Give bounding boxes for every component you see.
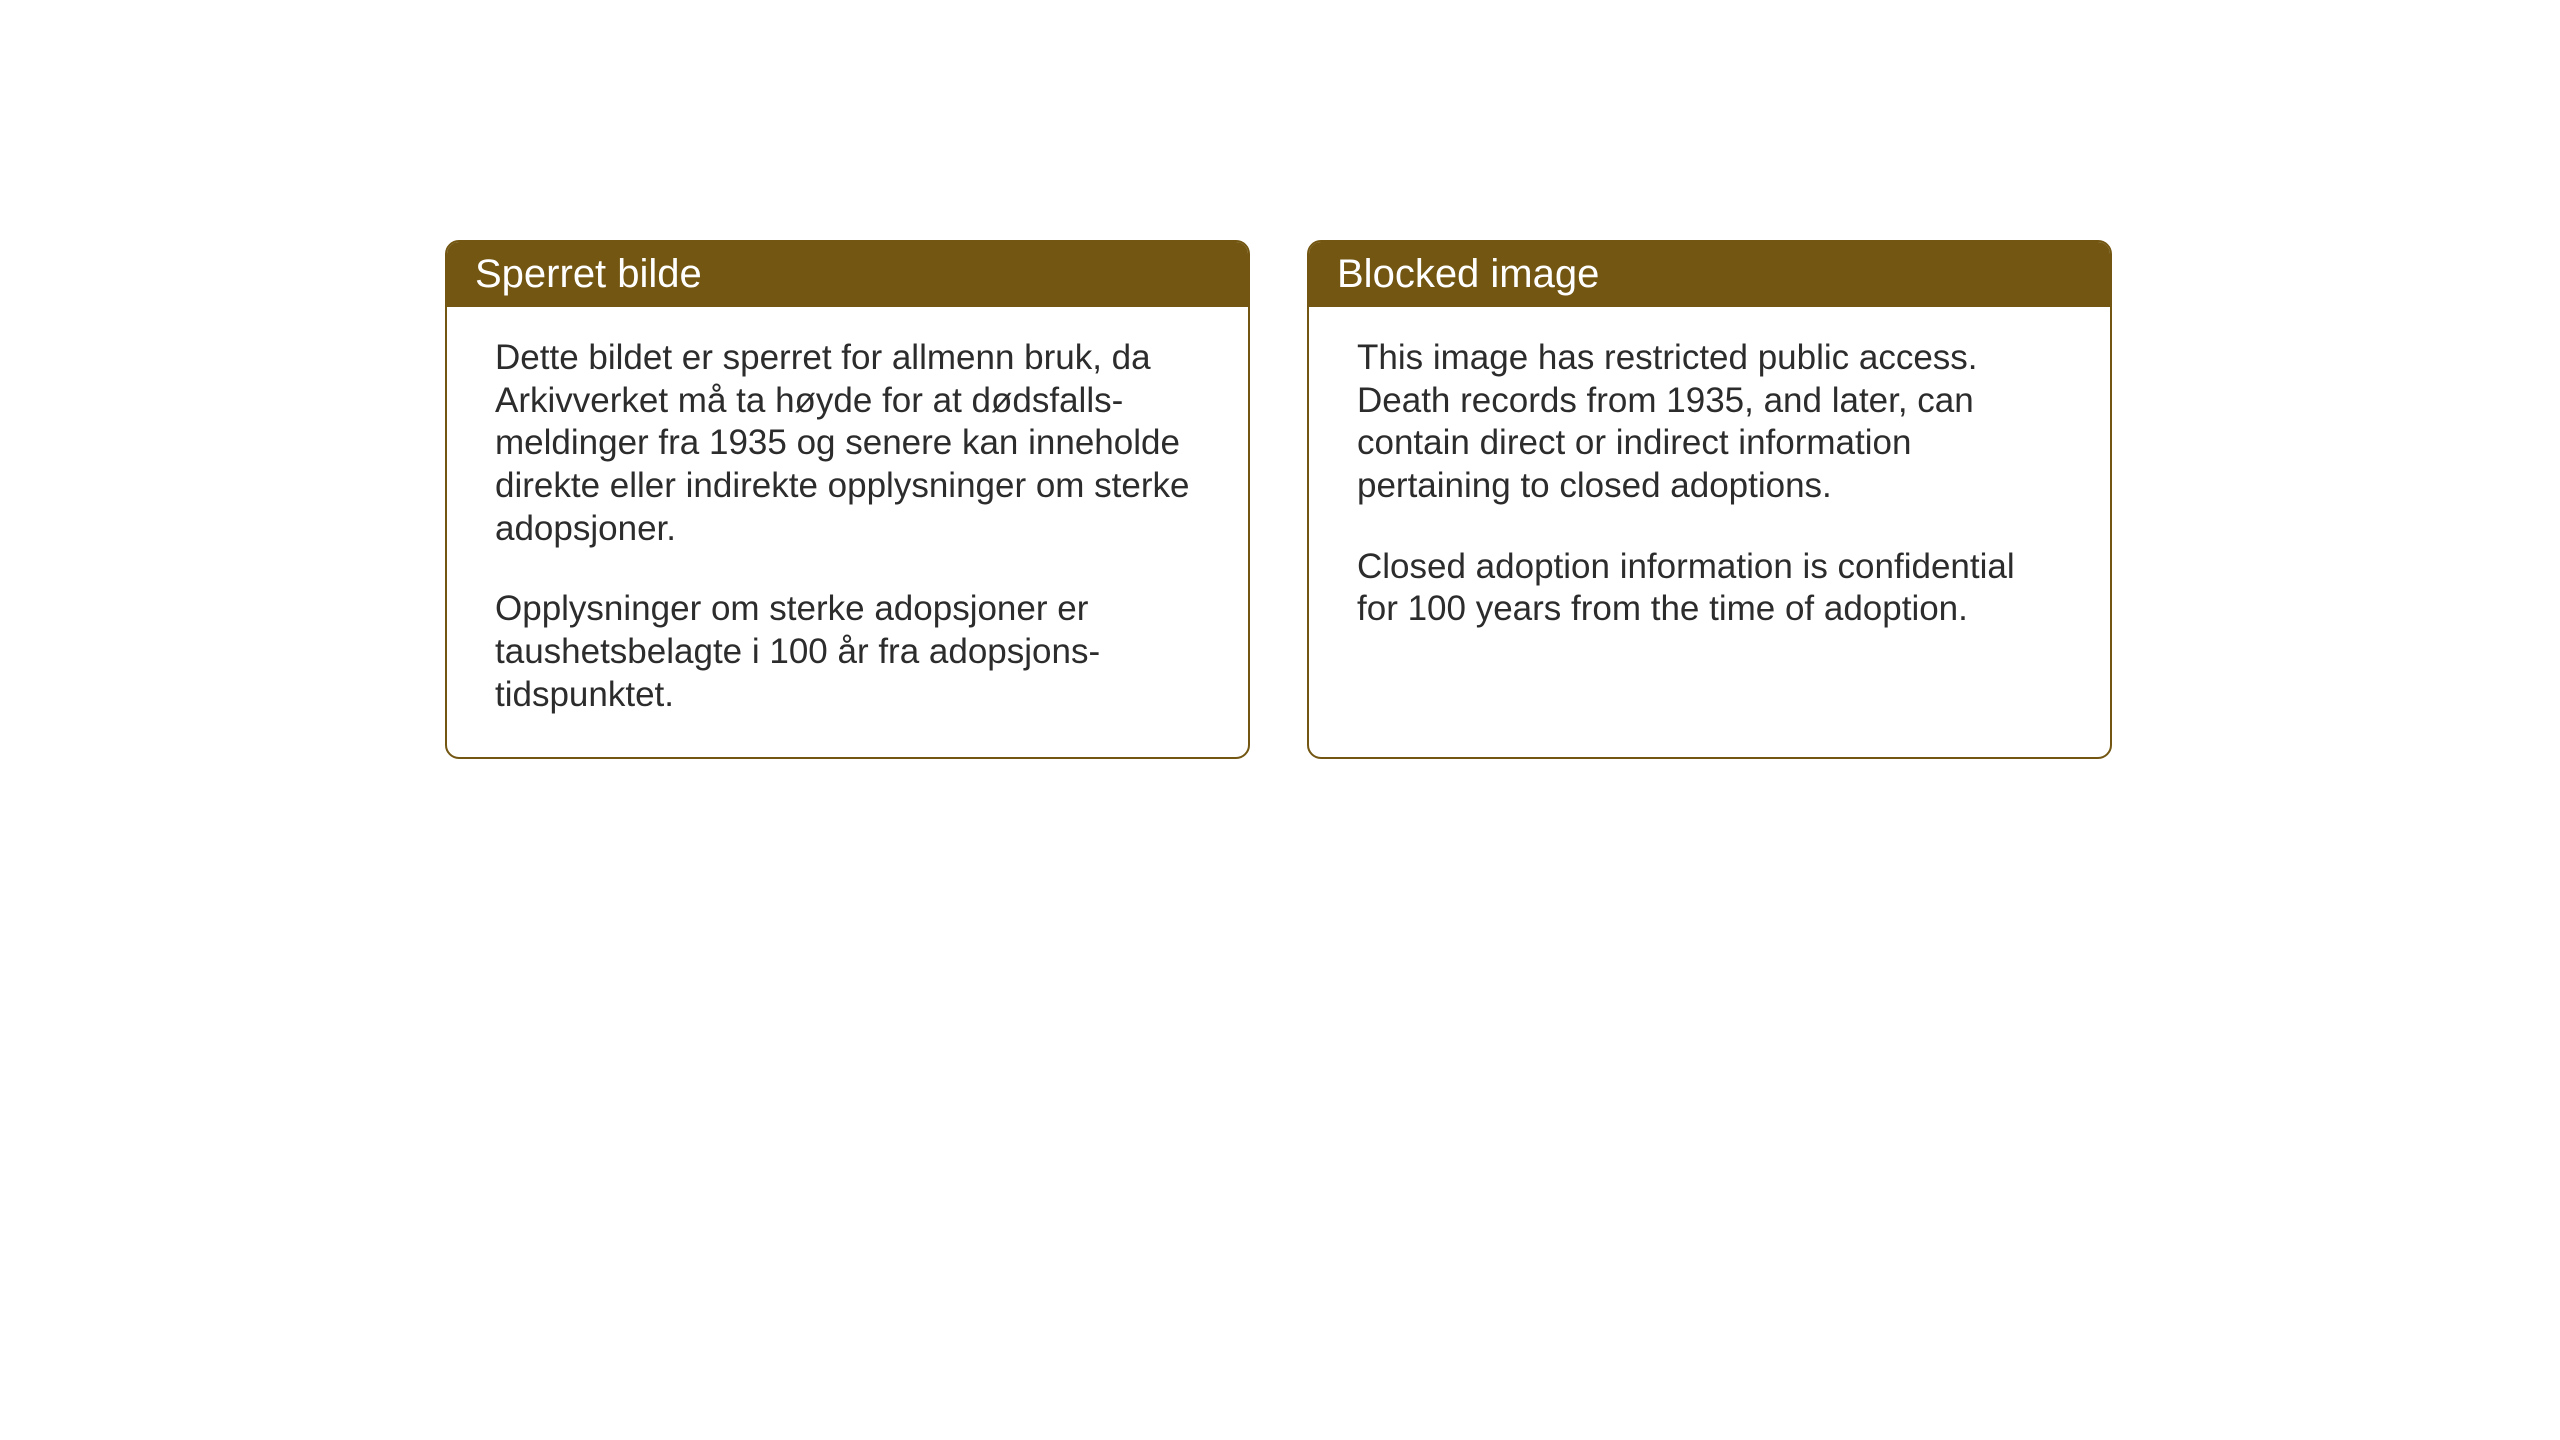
card-header-english: Blocked image (1309, 242, 2110, 307)
notice-container: Sperret bilde Dette bildet er sperret fo… (445, 240, 2112, 759)
card-body-norwegian: Dette bildet er sperret for allmenn bruk… (447, 307, 1248, 757)
card-title-english: Blocked image (1337, 252, 1599, 296)
card-body-english: This image has restricted public access.… (1309, 307, 2110, 711)
notice-card-norwegian: Sperret bilde Dette bildet er sperret fo… (445, 240, 1250, 759)
notice-card-english: Blocked image This image has restricted … (1307, 240, 2112, 759)
card-header-norwegian: Sperret bilde (447, 242, 1248, 307)
card-paragraph-2-norwegian: Opplysninger om sterke adopsjoner er tau… (495, 588, 1200, 716)
card-paragraph-2-english: Closed adoption information is confident… (1357, 546, 2062, 631)
card-paragraph-1-norwegian: Dette bildet er sperret for allmenn bruk… (495, 337, 1200, 550)
card-title-norwegian: Sperret bilde (475, 252, 702, 296)
card-paragraph-1-english: This image has restricted public access.… (1357, 337, 2062, 508)
